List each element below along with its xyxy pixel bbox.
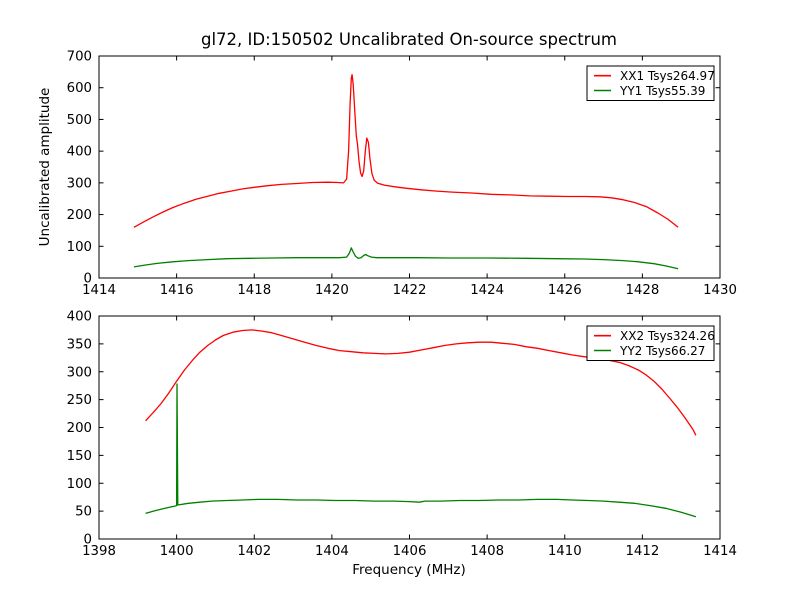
x-tick-label: 1418 xyxy=(237,283,271,298)
y-tick-label: 200 xyxy=(67,208,92,223)
x-tick-label: 1422 xyxy=(393,283,427,298)
y-tick-label: 100 xyxy=(67,477,92,492)
y-tick-label: 250 xyxy=(67,393,92,408)
x-tick-label: 1400 xyxy=(160,544,194,559)
y-tick-label: 100 xyxy=(67,240,92,255)
x-tick-label: 1406 xyxy=(393,544,427,559)
series-XX2-line xyxy=(145,329,697,436)
x-tick-label: 1402 xyxy=(237,544,271,559)
y-tick-label: 600 xyxy=(67,81,92,96)
x-tick-label: 1416 xyxy=(160,283,194,298)
legend-box xyxy=(586,325,715,361)
x-tick-label: 1414 xyxy=(82,283,116,298)
y-tick-label: 0 xyxy=(84,533,92,548)
x-tick-label: 1420 xyxy=(315,283,349,298)
legend-label: YY2 Tsys66.27 xyxy=(619,344,705,358)
y-tick-label: 400 xyxy=(67,145,92,160)
bottom-subplot: 1398 1400 1402 1404 1406 1408 1410 1412 1414 0 50 1… xyxy=(67,310,737,560)
x-tick-label: 1414 xyxy=(703,544,737,559)
x-tick-label: 1424 xyxy=(470,283,504,298)
x-tick-label: 1430 xyxy=(703,283,737,298)
series-YY2-line xyxy=(145,383,697,518)
x-tick-label: 1408 xyxy=(470,544,504,559)
axes-frame xyxy=(98,315,721,540)
y-tick-label: 350 xyxy=(67,337,92,352)
legend-box xyxy=(586,65,715,101)
x-tick-label: 1398 xyxy=(82,544,116,559)
x-tick-label: 1410 xyxy=(548,544,582,559)
y-tick-label: 400 xyxy=(67,310,92,325)
legend-label: XX1 Tsys264.97 xyxy=(620,69,715,83)
y-tick-label: 300 xyxy=(67,176,92,191)
series-XX1-line xyxy=(133,74,679,228)
x-tick-label: 1428 xyxy=(625,283,659,298)
legend-label: XX2 Tsys324.26 xyxy=(620,329,715,343)
figure-title: gl72, ID:150502 Uncalibrated On-source s… xyxy=(201,30,617,49)
y-tick-label: 700 xyxy=(67,50,92,65)
y-axis-label: Uncalibrated amplitude xyxy=(37,88,53,247)
x-tick-label: 1426 xyxy=(548,283,582,298)
y-tick-label: 300 xyxy=(67,365,92,380)
series-YY1-line xyxy=(133,247,679,270)
y-tick-label: 200 xyxy=(67,421,92,436)
legend-label: YY1 Tsys55.39 xyxy=(619,84,705,98)
x-axis-label: Frequency (MHz) xyxy=(352,562,465,578)
x-tick-label: 1404 xyxy=(315,544,349,559)
y-tick-label: 50 xyxy=(75,505,92,520)
top-subplot: 1414 1416 1418 1420 1422 1424 1426 1428 1430 0 100… xyxy=(67,50,737,299)
y-tick-label: 0 xyxy=(84,272,92,287)
axes-frame xyxy=(98,55,721,279)
x-tick-label: 1412 xyxy=(625,544,659,559)
y-tick-label: 150 xyxy=(67,449,92,464)
y-tick-label: 500 xyxy=(67,113,92,128)
